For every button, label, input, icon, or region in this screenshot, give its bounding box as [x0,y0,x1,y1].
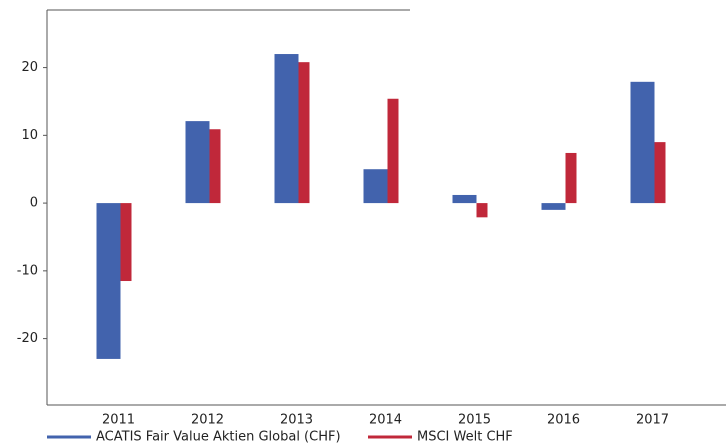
bar [452,194,477,204]
legend-label: ACATIS Fair Value Aktien Global (CHF) [96,430,341,445]
bar [274,54,299,204]
x-tick-label: 2013 [280,413,313,428]
bar [630,81,655,204]
bar [96,203,121,359]
x-tick-label: 2017 [636,413,669,428]
bar [120,203,132,282]
x-tick-label: 2012 [191,413,224,428]
bar [209,129,221,204]
bar [565,152,577,204]
x-tick-label: 2015 [458,413,491,428]
y-tick-label: 10 [21,128,38,143]
x-tick-label: 2016 [547,413,580,428]
y-tick-label: -10 [17,263,38,278]
bar [476,203,488,218]
x-tick-label: 2011 [102,413,135,428]
bar [298,62,310,204]
bar [654,142,666,204]
bar [185,121,210,204]
y-tick-label: 0 [30,196,38,211]
y-tick-label: 20 [21,60,38,75]
bar [387,98,399,204]
bar [541,203,566,210]
x-tick-label: 2014 [369,413,402,428]
y-tick-label: -20 [17,331,38,346]
legend-label: MSCI Welt CHF [417,430,513,445]
bar [363,169,388,204]
